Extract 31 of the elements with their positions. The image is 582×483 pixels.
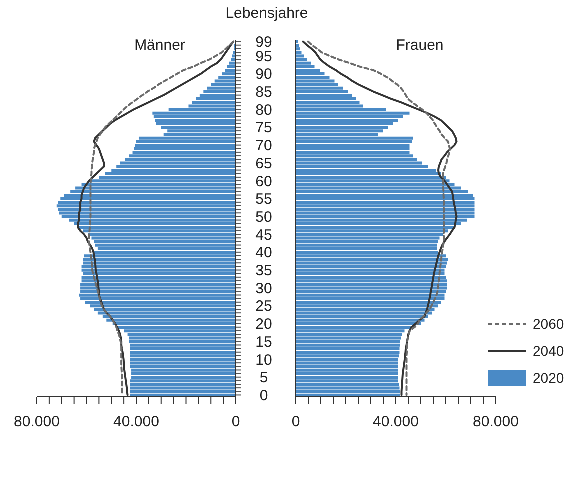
legend-label: 2040 bbox=[533, 342, 564, 358]
y-tick-label: 45 bbox=[256, 226, 272, 244]
x-tick-label: 80.000 bbox=[14, 414, 60, 431]
y-tick-label: 35 bbox=[256, 262, 272, 280]
x-tick-label: 0 bbox=[292, 414, 300, 431]
y-tick-label: 50 bbox=[256, 208, 272, 226]
legend-label: 2060 bbox=[533, 316, 564, 332]
y-tick-label: 85 bbox=[256, 84, 272, 102]
y-tick-label: 75 bbox=[256, 120, 272, 137]
x-tick-label: 80.000 bbox=[473, 414, 519, 431]
y-tick-label: 70 bbox=[256, 138, 272, 155]
y-tick-label: 10 bbox=[256, 352, 272, 369]
y-tick-label: 65 bbox=[256, 155, 272, 172]
x-tick-label: 40.000 bbox=[114, 414, 160, 431]
x-tick-label: 0 bbox=[232, 414, 240, 431]
y-tick-label: 15 bbox=[256, 334, 272, 351]
y-tick-label: 90 bbox=[256, 66, 272, 84]
x-tick-label: 40.000 bbox=[373, 414, 419, 431]
y-tick-label: 20 bbox=[256, 316, 272, 334]
legend-label: 2020 bbox=[533, 370, 564, 386]
y-tick-label: 55 bbox=[256, 191, 272, 208]
y-tick-label: 80 bbox=[256, 102, 272, 119]
y-tick-label: 0 bbox=[260, 387, 268, 404]
y-tick-label: 25 bbox=[256, 298, 272, 316]
y-tick-label: 5 bbox=[260, 370, 268, 387]
y-axis-title: Lebensjahre bbox=[224, 5, 310, 22]
y-tick-label: 30 bbox=[256, 280, 272, 298]
y-tick-label: 40 bbox=[256, 244, 272, 262]
chart-title: Männer bbox=[134, 37, 186, 54]
y-tick-label: 60 bbox=[256, 173, 272, 190]
chart-title: Frauen bbox=[395, 37, 445, 54]
